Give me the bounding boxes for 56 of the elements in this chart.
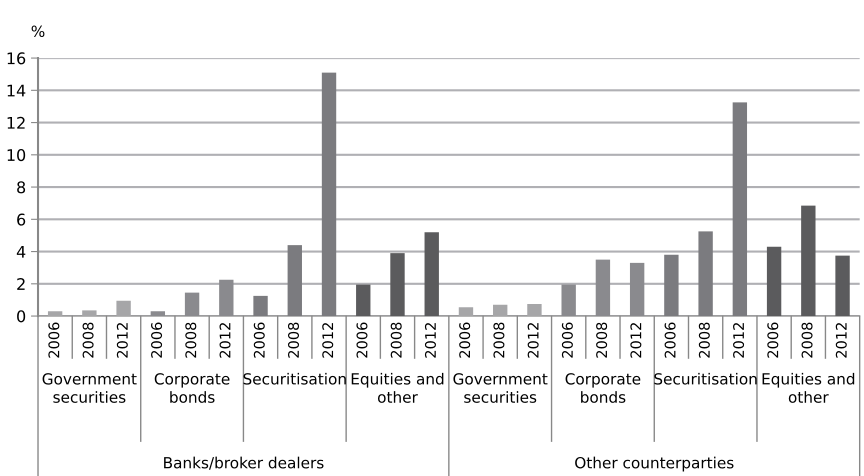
text: Securitisation <box>244 372 346 385</box>
y-axis-title: % <box>32 25 44 38</box>
y-tick-label: 12 <box>8 116 25 129</box>
x-tick-label: 2008 <box>596 322 608 358</box>
x-tick-label: 2006 <box>151 322 162 358</box>
x-tick-label: 2006 <box>664 322 676 358</box>
bar <box>253 296 268 316</box>
x-tick-label: 2008 <box>802 322 813 358</box>
x-tick-label: 2008 <box>82 322 94 358</box>
text: Banks/broker dealers <box>164 456 324 470</box>
y-tick-label: 16 <box>8 52 26 64</box>
bar <box>390 253 405 316</box>
y-tick-label: 14 <box>8 84 26 96</box>
text: Securitisation <box>654 372 757 385</box>
y-tick-label: 6 <box>17 214 26 226</box>
y-tick-label: 10 <box>8 149 26 162</box>
text: Equities and other <box>762 372 854 403</box>
x-tick-label: 2006 <box>48 322 60 358</box>
bar <box>322 72 336 316</box>
x-tick-label: 2012 <box>116 323 128 358</box>
bar <box>288 245 302 316</box>
text: Government securities <box>42 373 137 403</box>
x-tick-label: 2012 <box>630 323 642 358</box>
y-tick-label: 4 <box>16 246 26 258</box>
bar <box>801 206 816 316</box>
x-tick-label: 2012 <box>220 323 231 358</box>
x-tick-label: 2012 <box>836 323 847 358</box>
x-tick-label: 2008 <box>185 322 196 358</box>
x-tick-label: 2012 <box>424 323 436 358</box>
x-tick-label: 2012 <box>528 323 539 358</box>
bar <box>698 231 713 316</box>
x-tick-label: 2008 <box>288 322 300 358</box>
x-tick-label: 2012 <box>322 323 334 358</box>
x-tick-label: 2006 <box>459 322 470 358</box>
text: Equities and other <box>352 372 444 403</box>
x-tick-label: 2012 <box>733 323 744 358</box>
text: Corporate bonds <box>154 373 230 403</box>
bar <box>356 284 370 316</box>
bar <box>732 102 748 316</box>
bar <box>766 246 782 316</box>
bar <box>664 254 679 316</box>
y-tick-label: 2 <box>17 278 25 290</box>
x-tick-label: 2006 <box>254 322 265 358</box>
x-tick-label: 2008 <box>698 322 710 358</box>
y-tick-label: 8 <box>17 181 26 194</box>
text: Government securities <box>453 373 548 403</box>
x-tick-label: 2008 <box>390 322 402 358</box>
x-tick-label: 2006 <box>767 322 778 358</box>
x-tick-label: 2006 <box>356 322 368 358</box>
text: Other counterparties <box>575 456 734 472</box>
bar <box>424 232 439 316</box>
y-tick-label: 0 <box>17 310 26 322</box>
bar <box>835 256 850 316</box>
x-tick-label: 2008 <box>493 322 504 358</box>
x-tick-label: 2006 <box>562 322 573 358</box>
text: Corporate bonds <box>566 373 640 403</box>
